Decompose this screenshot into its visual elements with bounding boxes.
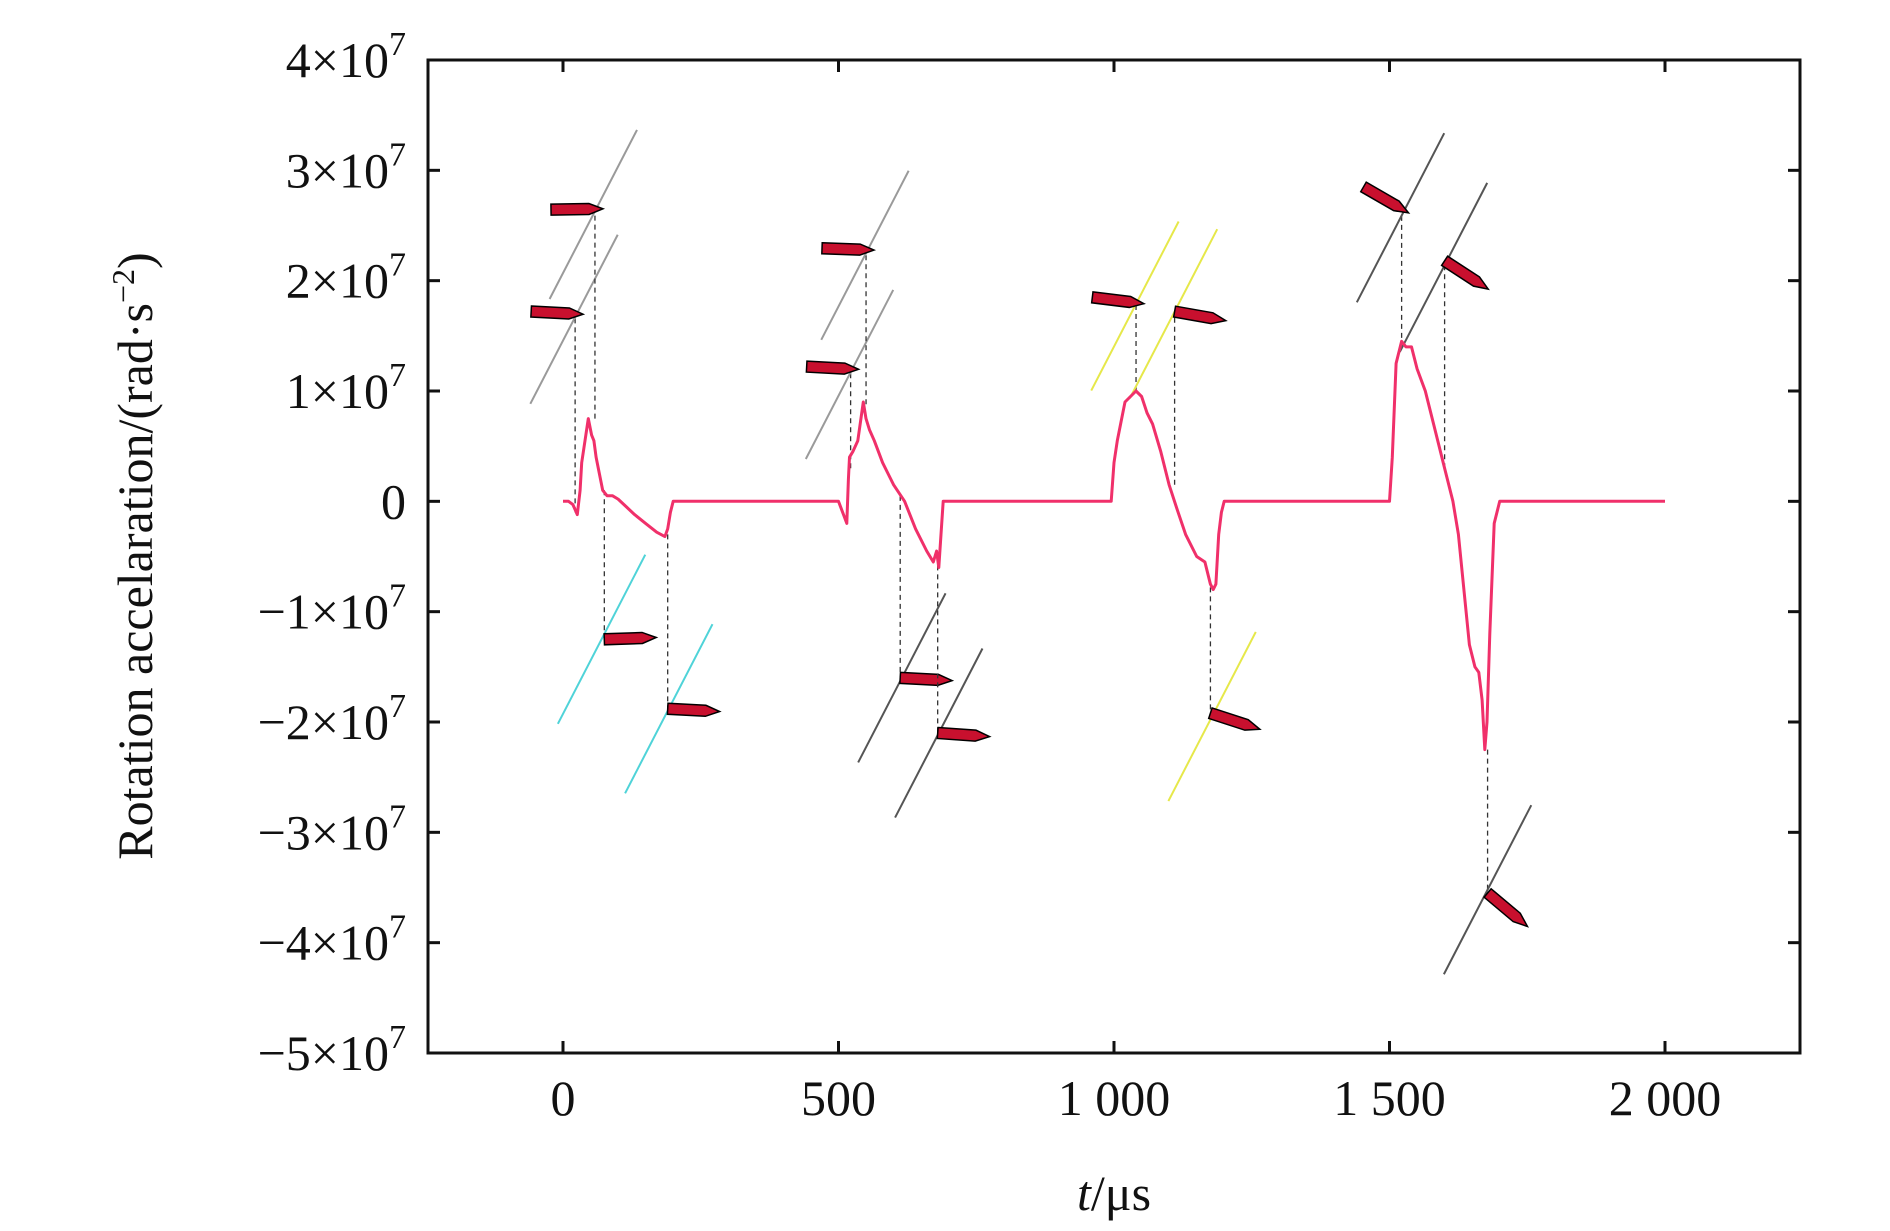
projectile-annotation xyxy=(804,289,895,469)
target-plate xyxy=(1442,804,1533,975)
y-tick-label: 2×107 xyxy=(286,247,406,309)
projectile-annotation xyxy=(529,234,619,513)
projectile-annotation xyxy=(548,129,638,419)
x-tick-label: 1 000 xyxy=(1058,1070,1171,1126)
projectile-body xyxy=(899,671,955,687)
projectile-annotation xyxy=(1090,221,1180,392)
projectile-icon xyxy=(936,726,992,742)
projectile-body xyxy=(530,305,586,320)
x-axis-ticks: 0 500 1 000 1 500 2 000 xyxy=(550,60,1721,1126)
y-axis-title-main: Rotation accelaration/(rad·s xyxy=(107,303,163,860)
projectile-icon xyxy=(1172,305,1228,325)
projectile-body xyxy=(1172,305,1228,325)
y-tick-label: −3×107 xyxy=(258,798,406,860)
projectile-icon xyxy=(1359,181,1411,214)
target-plate xyxy=(820,170,910,341)
y-tick-label: 1×107 xyxy=(286,357,406,419)
plot-frame xyxy=(426,58,1802,1055)
projectile-annotation xyxy=(1355,132,1446,347)
projectile-icon xyxy=(1483,887,1530,928)
projectile-body xyxy=(1483,887,1530,928)
y-tick-label: −5×107 xyxy=(258,1019,406,1081)
projectile-body xyxy=(1440,255,1490,291)
projectile-body xyxy=(1090,291,1146,309)
x-axis-title: t/μs xyxy=(1077,1165,1151,1221)
target-plate xyxy=(548,129,638,300)
y-tick-label: −4×107 xyxy=(258,909,406,971)
projectile-icon xyxy=(805,360,861,375)
projectile-icon xyxy=(1090,291,1146,309)
y-axis-title-close: ) xyxy=(107,252,163,269)
projectile-body xyxy=(603,631,659,646)
projectile-annotation xyxy=(857,495,955,763)
y-axis-title-exponent: −2 xyxy=(105,269,141,303)
x-axis-variable: t xyxy=(1077,1165,1092,1221)
y-tick-label: −1×107 xyxy=(258,578,406,640)
y-axis-title: Rotation accelaration/(rad·s−2) xyxy=(105,252,163,859)
projectile-icon xyxy=(666,702,722,718)
projectile-annotation xyxy=(1167,587,1262,802)
projectile-annotation xyxy=(1128,228,1228,485)
projectile-icon xyxy=(550,202,606,216)
y-tick-label: 3×107 xyxy=(286,136,406,198)
projectile-annotation xyxy=(820,170,910,405)
projectile-icon xyxy=(1440,255,1490,291)
projectile-annotation xyxy=(894,565,992,819)
projectile-body xyxy=(1359,181,1411,214)
projectile-icon xyxy=(1207,707,1262,731)
projectile-annotation xyxy=(624,534,722,794)
x-tick-label: 0 xyxy=(550,1070,575,1126)
target-plate xyxy=(804,289,895,460)
projectile-body xyxy=(550,202,606,216)
x-tick-label: 2 000 xyxy=(1609,1070,1722,1126)
y-tick-label: −2×107 xyxy=(258,688,406,750)
projectile-icon xyxy=(821,241,877,256)
projectile-icon xyxy=(899,671,955,687)
projectile-body xyxy=(821,241,877,256)
projectile-annotations xyxy=(529,129,1533,975)
projectile-body xyxy=(936,726,992,742)
x-tick-label: 500 xyxy=(801,1070,876,1126)
y-axis-ticks: 4×107 3×107 2×107 1×107 0 −1×107 −2×107 −3×107 −… xyxy=(258,26,1800,1081)
x-tick-label: 1 500 xyxy=(1333,1070,1446,1126)
projectile-body xyxy=(666,702,722,718)
projectile-annotation xyxy=(1398,182,1490,469)
projectile-body xyxy=(1207,707,1262,731)
target-plate xyxy=(556,554,647,725)
projectile-annotation xyxy=(1442,749,1533,975)
x-axis-unit: /μs xyxy=(1091,1165,1151,1221)
y-tick-label: 4×107 xyxy=(286,26,406,88)
projectile-icon xyxy=(603,631,659,646)
projectile-body xyxy=(805,360,861,375)
y-tick-label: 0 xyxy=(381,473,406,529)
projectile-icon xyxy=(530,305,586,320)
target-plate xyxy=(529,234,619,405)
target-plate xyxy=(1355,132,1446,303)
data-series xyxy=(563,339,1665,752)
series-line xyxy=(563,339,1665,752)
projectile-annotation xyxy=(556,490,659,725)
